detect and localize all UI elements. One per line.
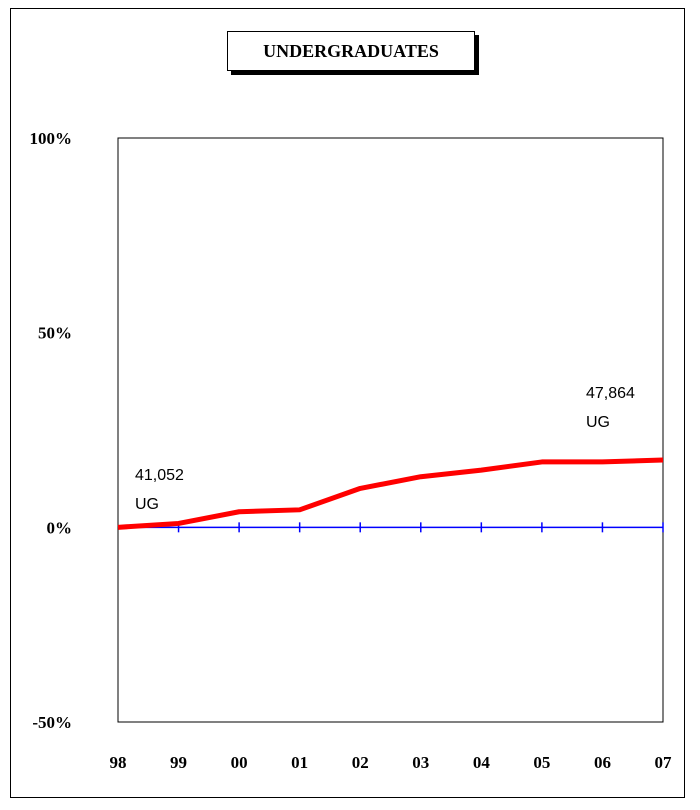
x-tick-label: 06 [594, 753, 611, 772]
x-tick-label: 00 [231, 753, 248, 772]
x-tick-label: 01 [291, 753, 308, 772]
x-tick-label: 02 [352, 753, 369, 772]
y-tick-label: 100% [30, 129, 73, 148]
annotation-label: 41,052 [135, 467, 184, 484]
y-tick-label: 0% [47, 518, 73, 537]
x-tick-label: 05 [533, 753, 550, 772]
x-tick-label: 07 [655, 753, 673, 772]
chart-title-box: UNDERGRADUATES [227, 31, 479, 75]
annotation-label: 47,864 [586, 385, 635, 402]
annotation-label: UG [135, 496, 159, 513]
x-tick-label: 04 [473, 753, 491, 772]
x-tick-label: 99 [170, 753, 187, 772]
x-tick-label: 98 [110, 753, 127, 772]
y-tick-label: 50% [38, 324, 72, 343]
plot-area [117, 137, 664, 723]
series-line [117, 457, 664, 530]
x-tick-label: 03 [412, 753, 429, 772]
annotation-label: UG [586, 414, 610, 431]
chart-title: UNDERGRADUATES [227, 31, 475, 71]
y-tick-label: -50% [32, 713, 72, 732]
